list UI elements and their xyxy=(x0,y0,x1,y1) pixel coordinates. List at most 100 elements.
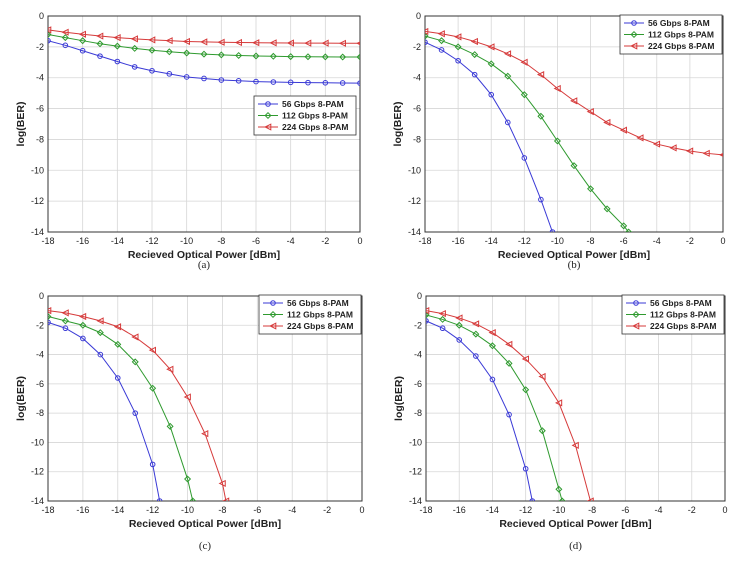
data-point xyxy=(488,342,496,350)
data-point xyxy=(506,411,512,418)
y-tick-label: -10 xyxy=(31,437,44,447)
x-tick-label: -14 xyxy=(111,236,124,246)
y-tick-label: -2 xyxy=(36,42,44,52)
data-point xyxy=(48,319,51,326)
series-line-2 xyxy=(48,34,360,58)
data-point xyxy=(269,52,277,60)
data-point xyxy=(131,64,138,70)
series-line-1 xyxy=(48,40,360,84)
data-point xyxy=(504,119,511,126)
data-point xyxy=(252,52,260,60)
series-line-3 xyxy=(425,30,723,156)
data-point xyxy=(472,330,480,338)
data-point xyxy=(437,30,445,38)
x-tick-label: -10 xyxy=(552,505,565,515)
y-tick-label: -10 xyxy=(409,437,422,447)
x-tick-label: 0 xyxy=(722,505,727,515)
series-line-3 xyxy=(426,310,591,501)
data-point xyxy=(97,53,103,59)
legend-entry: 56 Gbps 8-PAM xyxy=(650,298,712,308)
y-tick-label: -6 xyxy=(414,379,422,389)
x-tick-label: -18 xyxy=(41,505,54,515)
data-point xyxy=(536,71,545,79)
data-point xyxy=(438,37,446,45)
x-axis-label: Recieved Optical Power [dBm] xyxy=(128,249,280,261)
data-point xyxy=(96,40,104,48)
x-tick-label: -14 xyxy=(485,236,498,246)
data-point xyxy=(455,57,461,64)
x-tick-label: -18 xyxy=(41,236,54,246)
data-point xyxy=(558,497,566,501)
y-tick-label: -12 xyxy=(408,196,421,206)
data-point xyxy=(537,112,545,120)
data-point xyxy=(454,33,462,41)
x-tick-label: -8 xyxy=(588,505,596,515)
data-point xyxy=(321,53,329,61)
data-point xyxy=(456,337,463,343)
data-point xyxy=(61,28,69,36)
x-tick-label: -8 xyxy=(587,236,595,246)
data-point xyxy=(505,359,513,367)
data-point xyxy=(503,50,512,58)
data-point xyxy=(235,78,242,84)
y-tick-label: -12 xyxy=(31,196,44,206)
data-point xyxy=(426,311,430,319)
x-tick-label: -16 xyxy=(76,505,89,515)
data-point xyxy=(201,75,207,82)
data-point xyxy=(148,46,156,54)
data-point xyxy=(553,84,561,93)
data-point xyxy=(471,71,478,78)
legend-marker xyxy=(631,20,637,26)
data-point xyxy=(473,353,479,359)
data-point xyxy=(217,38,225,46)
data-point xyxy=(252,39,260,47)
x-tick-label: -2 xyxy=(323,505,331,515)
data-point xyxy=(113,42,121,50)
data-point xyxy=(471,51,479,59)
data-point xyxy=(113,33,121,42)
data-point xyxy=(455,314,463,322)
data-point xyxy=(96,329,104,337)
series-line-3 xyxy=(48,310,227,501)
data-point xyxy=(78,312,87,321)
data-point xyxy=(304,53,312,61)
series-line-1 xyxy=(48,321,161,501)
data-point xyxy=(61,317,69,325)
data-point xyxy=(356,53,360,61)
data-point xyxy=(439,315,447,323)
legend-marker xyxy=(264,123,272,131)
legend-entry: 224 Gbps 8-PAM xyxy=(648,41,714,51)
y-tick-label: 0 xyxy=(39,291,44,301)
legend-entry: 112 Gbps 8-PAM xyxy=(282,111,348,121)
data-point xyxy=(553,137,561,145)
data-point xyxy=(113,323,122,331)
data-point xyxy=(603,205,611,213)
x-tick-label: -18 xyxy=(418,236,431,246)
legend-marker xyxy=(265,101,271,107)
data-point xyxy=(488,91,495,98)
y-tick-label: -14 xyxy=(408,227,421,237)
x-tick-label: -18 xyxy=(419,505,432,515)
data-point xyxy=(79,37,87,45)
data-point xyxy=(520,58,528,66)
y-tick-label: -4 xyxy=(414,350,422,360)
data-point xyxy=(522,386,530,394)
legend-entry: 224 Gbps 8-PAM xyxy=(282,122,348,132)
data-point xyxy=(130,35,138,43)
data-point xyxy=(200,38,208,46)
legend-marker xyxy=(633,300,639,306)
x-axis-label: Recieved Optical Power [dBm] xyxy=(499,518,651,530)
axes-frame xyxy=(47,15,361,233)
data-point xyxy=(339,80,346,86)
axes-frame xyxy=(47,295,363,502)
legend-entry: 112 Gbps 8-PAM xyxy=(287,310,353,320)
data-point xyxy=(636,134,644,142)
data-point xyxy=(165,37,173,45)
data-point xyxy=(471,320,480,328)
chart-panel-2: -18 -16 -14 -12 -10 -8 -6 -4 -2 0 0 -2 -4 -6 -8 -10 -12 -… xyxy=(392,11,726,271)
data-point xyxy=(156,498,163,501)
x-tick-label: -8 xyxy=(217,236,225,246)
